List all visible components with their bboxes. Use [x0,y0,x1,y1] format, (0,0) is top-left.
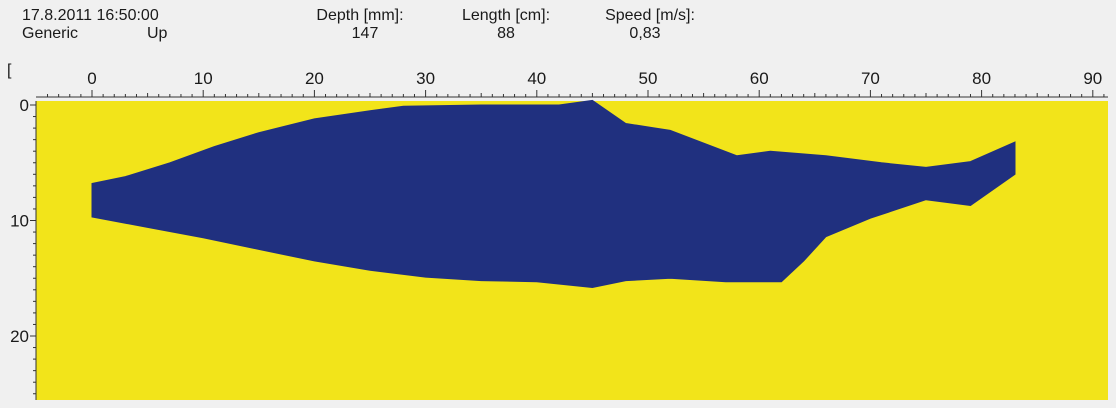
speed-label: Speed [m/s]: [605,7,695,24]
depth-label: Depth [mm]: [316,7,404,24]
x-tick-label: 30 [416,69,435,88]
x-tick-label: 20 [305,69,324,88]
y-tick-label: 20 [10,327,29,346]
x-tick-label: 70 [861,69,880,88]
length-label: Length [cm]: [461,7,551,24]
x-tick-label: 60 [750,69,769,88]
depth-value: 147 [351,25,379,42]
timestamp: 17.8.2011 16:50:00 [22,7,159,24]
x-tick-label: 90 [1083,69,1102,88]
x-tick-label: 40 [527,69,546,88]
y-tick-label: 0 [20,96,29,115]
x-tick-label: 10 [194,69,213,88]
x-tick-label: 0 [87,69,96,88]
direction-label: Up [147,25,168,42]
speed-value: 0,83 [629,25,661,42]
species-label: Generic [22,25,79,42]
length-value: 88 [497,25,515,42]
x-tick-label: 50 [639,69,658,88]
axis-bracket: [ [7,62,12,79]
x-tick-label: 80 [972,69,991,88]
fish-silhouette [91,99,1016,289]
y-tick-label: 10 [10,212,29,231]
